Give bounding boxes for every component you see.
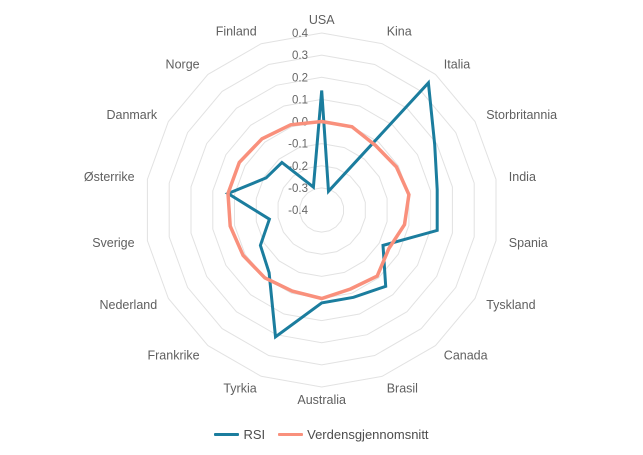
category-label-australia: Australia — [297, 393, 346, 407]
grid-ring — [299, 187, 344, 233]
axis-tick-label: -0.1 — [288, 139, 308, 151]
category-label-tyrkia: Tyrkia — [223, 382, 256, 396]
grid-ring — [146, 32, 497, 388]
category-label-nederland: Nederland — [100, 298, 158, 312]
axis-tick-label: 0.1 — [292, 94, 308, 106]
verdensgjennomsnitt-line-swatch — [278, 432, 304, 436]
grid-ring — [168, 54, 475, 366]
grid-ring — [277, 165, 366, 255]
axis-tick-label: 0.3 — [292, 50, 308, 62]
category-label-frankrike: Frankrike — [148, 349, 200, 363]
legend-item-rsi[interactable]: RSI — [214, 427, 265, 442]
category-label-kina: Kina — [387, 25, 412, 39]
category-label-brasil: Brasil — [387, 382, 418, 396]
category-label-osterrike: Østerrike — [84, 170, 135, 184]
category-label-finland: Finland — [216, 25, 257, 39]
category-label-usa: USA — [309, 13, 335, 27]
legend-label-verdensgjennomsnitt: Verdensgjennomsnitt — [307, 426, 429, 442]
legend-item-verdensgjennomsnitt[interactable]: Verdensgjennomsnitt — [278, 426, 429, 442]
rsi-line-swatch — [214, 432, 240, 436]
axis-tick-label: 0.2 — [292, 72, 308, 84]
rsi-series-line — [224, 79, 439, 340]
category-label-storbritannia: Storbritannia — [486, 108, 557, 122]
category-label-italia: Italia — [444, 58, 470, 72]
category-label-norge: Norge — [166, 58, 200, 72]
axis-tick-label: -0.3 — [288, 183, 308, 195]
grid-ring — [255, 143, 388, 277]
category-label-sverige: Sverige — [92, 236, 134, 250]
category-label-tyskland: Tyskland — [486, 298, 535, 312]
category-label-danmark: Danmark — [106, 108, 157, 122]
axis-tick-label: -0.4 — [288, 205, 308, 217]
category-label-india: India — [509, 170, 536, 184]
legend: RSI Verdensgjennomsnitt — [0, 425, 643, 443]
category-label-spania: Spania — [509, 236, 548, 250]
legend-label-rsi: RSI — [243, 426, 266, 442]
verdensgjennomsnitt-series-line — [226, 119, 411, 301]
category-label-canada: Canada — [444, 349, 488, 363]
grid-ring — [212, 98, 432, 322]
grid-ring — [190, 76, 453, 344]
axis-tick-label: 0.4 — [292, 28, 309, 40]
